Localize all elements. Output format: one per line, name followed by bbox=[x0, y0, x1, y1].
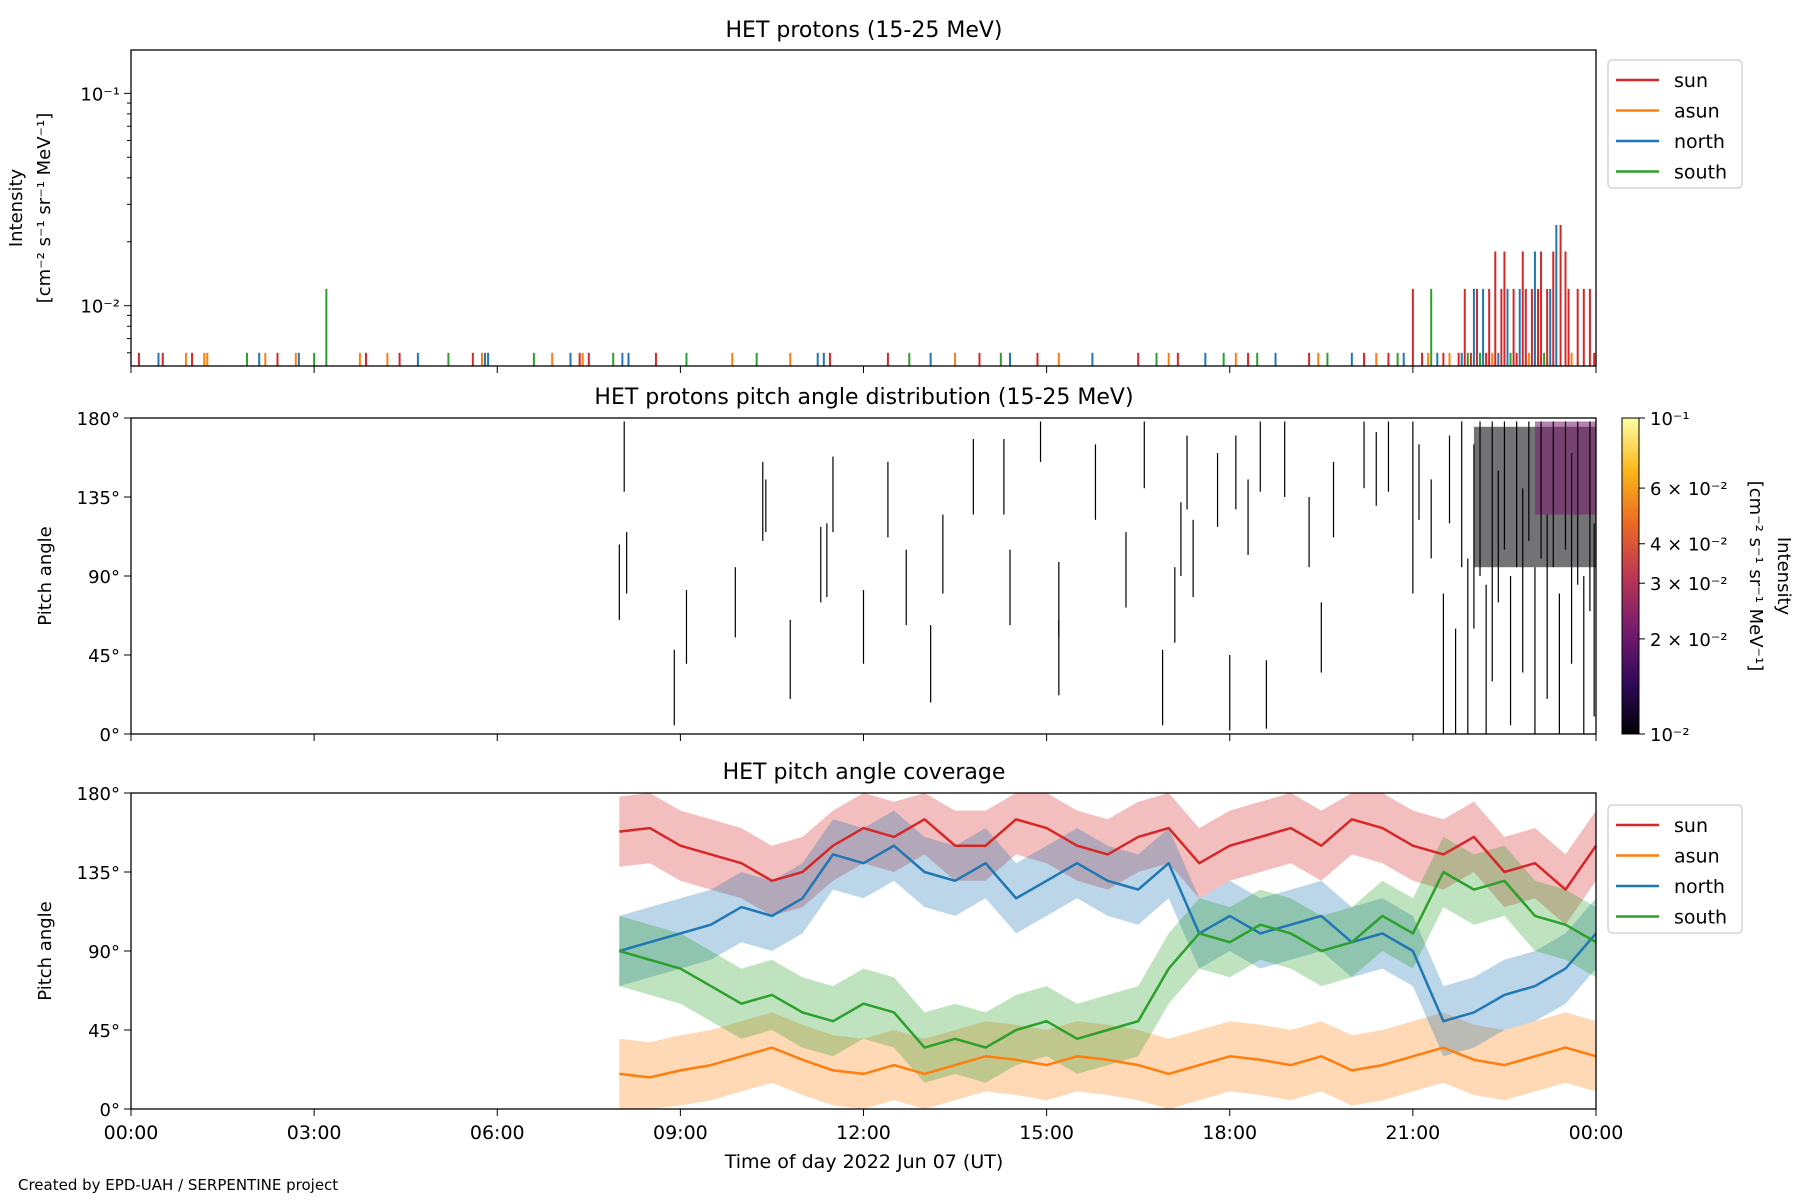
panel-pitch-angle-distribution: HET protons pitch angle distribution (15… bbox=[35, 385, 1794, 746]
x-tick-label: 03:00 bbox=[287, 1122, 342, 1144]
x-tick-label: 00:00 bbox=[104, 1122, 159, 1144]
panel3-plot-area bbox=[131, 793, 1596, 1109]
colorbar-tick-label: 3 × 10⁻² bbox=[1650, 574, 1728, 595]
y-tick-label: 10⁻¹ bbox=[80, 84, 120, 105]
colorbar-tick-label: 4 × 10⁻² bbox=[1650, 535, 1728, 556]
band-sun bbox=[619, 793, 1596, 925]
panel3-xlabel: Time of day 2022 Jun 07 (UT) bbox=[724, 1151, 1004, 1173]
x-tick-label: 06:00 bbox=[470, 1122, 525, 1144]
y-tick-label: 90° bbox=[88, 942, 120, 963]
y-tick-label: 90° bbox=[88, 567, 120, 588]
panel-het-protons-intensity: HET protons (15-25 MeV) 10⁻² 10⁻¹ Intensi… bbox=[6, 18, 1743, 373]
colorbar-label-line1: Intensity bbox=[1773, 537, 1794, 616]
panel3-lines bbox=[618, 818, 1598, 1079]
panel2-segments bbox=[618, 421, 1595, 734]
x-tick-label: 21:00 bbox=[1385, 1122, 1440, 1144]
y-tick-label: 10⁻² bbox=[80, 297, 120, 318]
legend-label-sun: sun bbox=[1674, 70, 1708, 92]
colorbar-ticks: 10⁻² 2 × 10⁻² 3 × 10⁻² 4 × 10⁻² 6 × 10⁻² 10⁻¹ bbox=[1639, 409, 1728, 746]
panel3-ylabel: Pitch angle bbox=[35, 901, 56, 1000]
legend-label-asun: asun bbox=[1674, 846, 1720, 868]
band-north bbox=[619, 810, 1596, 1057]
legend-label-sun: sun bbox=[1674, 815, 1708, 837]
legend-label-asun: asun bbox=[1674, 101, 1720, 123]
panel1-y-ticks: 10⁻² 10⁻¹ bbox=[80, 84, 131, 354]
line-asun bbox=[619, 1046, 1597, 1079]
panel2-frame bbox=[130, 417, 1597, 735]
y-tick-label: 180° bbox=[77, 784, 120, 805]
panel3-title: HET pitch angle coverage bbox=[723, 760, 1006, 785]
panel1-ylabel-line1: Intensity bbox=[6, 168, 27, 247]
panel2-title: HET protons pitch angle distribution (15… bbox=[594, 385, 1133, 410]
x-tick-label: 15:00 bbox=[1019, 1122, 1074, 1144]
colorbar-label-line2: [cm⁻² s⁻¹ sr⁻¹ MeV⁻¹] bbox=[1745, 481, 1766, 672]
colorbar-tick-label: 10⁻¹ bbox=[1650, 409, 1690, 430]
panel1-x-ticks bbox=[130, 366, 1597, 373]
colorbar-tick-label: 10⁻² bbox=[1650, 725, 1690, 746]
y-tick-label: 135° bbox=[77, 488, 120, 509]
panel1-plot-area bbox=[131, 50, 1596, 366]
panel2-x-ticks bbox=[130, 734, 1597, 741]
panel2-plot-area bbox=[131, 418, 1596, 734]
panel1-frame bbox=[130, 49, 1597, 367]
y-tick-label: 180° bbox=[77, 409, 120, 430]
legend-label-south: south bbox=[1674, 907, 1727, 929]
panel3-legend: sun asun north south bbox=[1607, 804, 1743, 934]
legend-label-south: south bbox=[1674, 162, 1727, 184]
y-tick-label: 135° bbox=[77, 863, 120, 884]
line-sun bbox=[619, 818, 1598, 891]
panel1-title: HET protons (15-25 MeV) bbox=[726, 18, 1003, 43]
colorbar bbox=[1621, 417, 1640, 735]
credit-footer: Created by EPD-UAH / SERPENTINE project bbox=[18, 1176, 339, 1194]
y-tick-label: 0° bbox=[100, 725, 120, 746]
panel3-frame bbox=[130, 792, 1597, 1110]
x-tick-label: 00:00 bbox=[1569, 1122, 1624, 1144]
x-tick-label: 09:00 bbox=[653, 1122, 708, 1144]
x-tick-label: 18:00 bbox=[1202, 1122, 1257, 1144]
panel-pitch-angle-coverage: HET pitch angle coverage 0° 45° 90° 135° 180… bbox=[35, 760, 1743, 1173]
panel1-legend: sun asun north south bbox=[1607, 59, 1743, 189]
legend-label-north: north bbox=[1674, 876, 1725, 898]
legend-label-north: north bbox=[1674, 131, 1725, 153]
x-tick-label: 12:00 bbox=[836, 1122, 891, 1144]
y-tick-label: 45° bbox=[88, 1021, 120, 1042]
band-south bbox=[619, 836, 1596, 1083]
panel1-spikes bbox=[137, 224, 1596, 366]
panel2-y-ticks: 0° 45° 90° 135° 180° bbox=[77, 409, 131, 746]
panel3-x-ticks: 00:00 03:00 06:00 09:00 12:00 15:00 18:00 21:00… bbox=[104, 1109, 1624, 1144]
y-tick-label: 45° bbox=[88, 646, 120, 667]
line-north bbox=[618, 844, 1597, 1023]
colorbar-tick-label: 2 × 10⁻² bbox=[1650, 630, 1728, 651]
legend-box bbox=[1607, 804, 1743, 934]
panel3-y-ticks: 0° 45° 90° 135° 180° bbox=[77, 784, 131, 1121]
y-tick-label: 0° bbox=[100, 1100, 120, 1121]
line-south bbox=[618, 870, 1597, 1049]
legend-box bbox=[1607, 59, 1743, 189]
panel1-ylabel-line2: [cm⁻² s⁻¹ sr⁻¹ MeV⁻¹] bbox=[34, 113, 55, 304]
panel2-ylabel: Pitch angle bbox=[35, 526, 56, 625]
colorbar-tick-label: 6 × 10⁻² bbox=[1650, 479, 1728, 500]
